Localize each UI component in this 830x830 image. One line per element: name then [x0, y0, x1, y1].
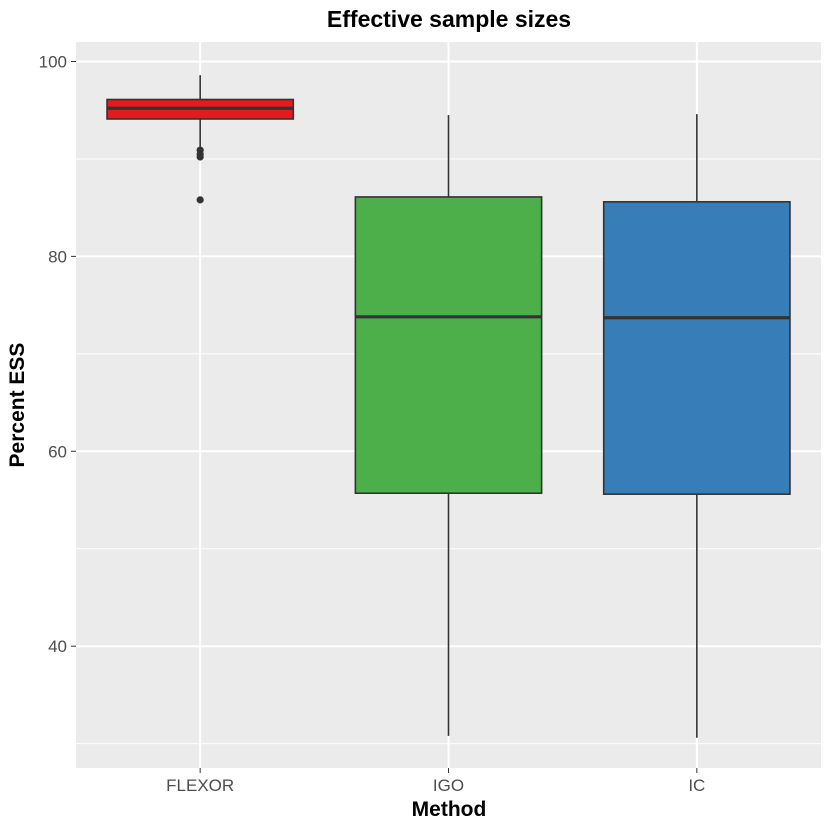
outlier-point [196, 196, 204, 204]
x-axis-title: Method [412, 798, 487, 821]
box-ic [602, 114, 791, 738]
y-tick-label: 80 [48, 247, 67, 266]
y-axis: 40 60 80 100 [39, 52, 76, 656]
x-tick-label: IGO [433, 776, 464, 795]
y-tick-label: 100 [39, 52, 67, 71]
y-tick-label: 40 [48, 637, 67, 656]
boxes [106, 75, 791, 738]
outlier-point [196, 153, 204, 161]
box-body [602, 201, 791, 495]
y-tick-label: 60 [48, 442, 67, 461]
x-axis: FLEXOR IGO IC [166, 768, 705, 795]
box-flexor [106, 75, 295, 204]
x-tick-label: IC [688, 776, 705, 795]
box-body [354, 196, 543, 494]
x-tick-label: FLEXOR [166, 776, 234, 795]
chart-title: Effective sample sizes [327, 6, 571, 32]
y-axis-title: Percent ESS [6, 343, 29, 468]
box-igo [354, 115, 543, 736]
